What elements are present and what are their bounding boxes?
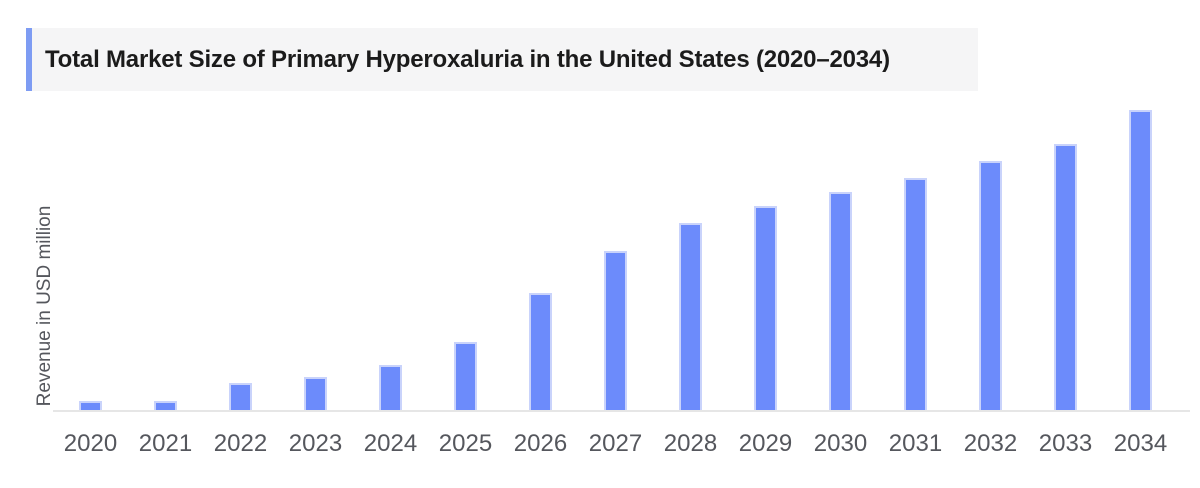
bar-2033[interactable] [1054, 144, 1077, 411]
bar-2023[interactable] [304, 377, 327, 411]
bar-2024[interactable] [379, 364, 402, 411]
bar-2025[interactable] [454, 342, 477, 411]
chart-title: Total Market Size of Primary Hyperoxalur… [45, 45, 890, 73]
bar-slot-2033 [1028, 100, 1103, 411]
bar-2020[interactable] [79, 400, 102, 411]
bar-2026[interactable] [529, 293, 552, 411]
chart-title-box: Total Market Size of Primary Hyperoxalur… [26, 28, 978, 91]
x-axis-line [53, 410, 1190, 412]
x-tick-label-2023: 2023 [288, 430, 343, 457]
x-tick-label-2021: 2021 [138, 430, 193, 457]
bar-slot-2024 [353, 100, 428, 411]
x-tick-label-2024: 2024 [363, 430, 418, 457]
bar-slot-2022 [203, 100, 278, 411]
bar-slot-2027 [578, 100, 653, 411]
x-tick-label-2026: 2026 [513, 430, 568, 457]
x-tick-label-2028: 2028 [663, 430, 718, 457]
bar-slot-2020 [53, 100, 128, 411]
bar-2028[interactable] [679, 222, 702, 411]
bar-slot-2026 [503, 100, 578, 411]
bar-slot-2032 [953, 100, 1028, 411]
bar-2021[interactable] [154, 400, 177, 411]
bar-slot-2031 [878, 100, 953, 411]
bar-2034[interactable] [1129, 110, 1152, 411]
x-tick-label-2027: 2027 [588, 430, 643, 457]
x-axis-labels: 2020 2021 2022 2023 2024 2025 2026 2027 2028 2029… [53, 430, 1178, 458]
plot-area [53, 100, 1178, 411]
x-tick-label-2020: 2020 [63, 430, 118, 457]
bar-slot-2028 [653, 100, 728, 411]
bar-slot-2034 [1103, 100, 1178, 411]
bar-2027[interactable] [604, 250, 627, 411]
bar-slot-2023 [278, 100, 353, 411]
x-tick-label-2032: 2032 [963, 430, 1018, 457]
x-tick-label-2034: 2034 [1113, 430, 1168, 457]
x-tick-label-2022: 2022 [213, 430, 268, 457]
bar-slot-2030 [803, 100, 878, 411]
bar-slot-2025 [428, 100, 503, 411]
x-tick-label-2025: 2025 [438, 430, 493, 457]
x-tick-label-2030: 2030 [813, 430, 868, 457]
bar-2031[interactable] [904, 178, 927, 411]
x-tick-label-2031: 2031 [888, 430, 943, 457]
bar-slot-2021 [128, 100, 203, 411]
x-tick-label-2033: 2033 [1038, 430, 1093, 457]
bar-2030[interactable] [829, 191, 852, 411]
bar-2022[interactable] [229, 383, 252, 411]
bar-2032[interactable] [979, 160, 1002, 411]
bar-2029[interactable] [754, 206, 777, 411]
x-tick-label-2029: 2029 [738, 430, 793, 457]
bar-slot-2029 [728, 100, 803, 411]
